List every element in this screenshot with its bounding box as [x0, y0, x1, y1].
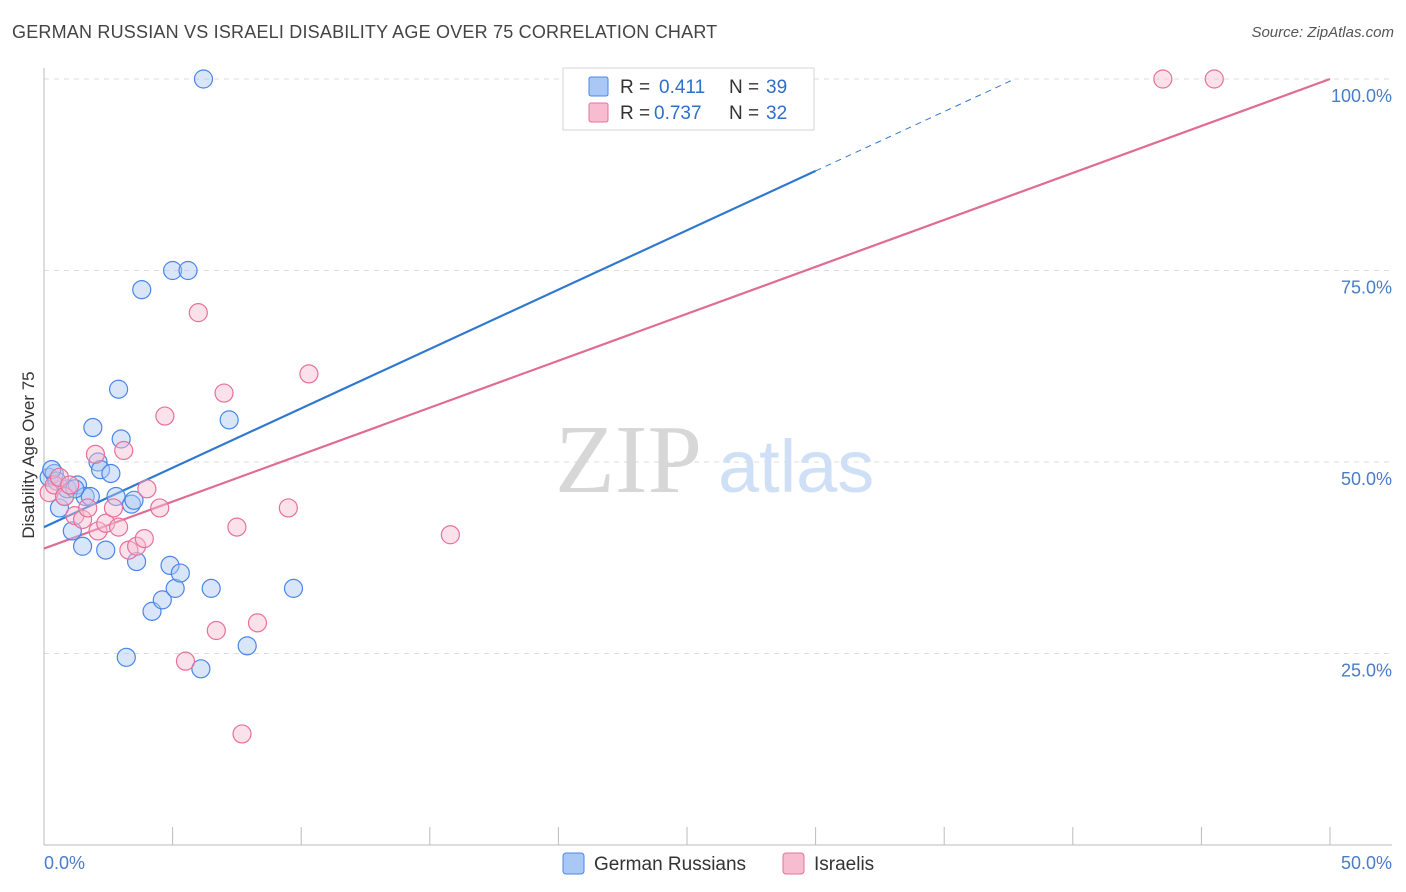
bottom-legend-swatch-blue — [562, 852, 585, 875]
israelis-point-20 — [175, 651, 196, 671]
legend-blue-n-label: N = — [729, 77, 759, 98]
german-russians-point-29 — [178, 260, 198, 281]
x-tick-label-min: 0.0% — [44, 853, 85, 873]
israelis-point-30 — [1153, 69, 1173, 89]
israelis-point-6 — [72, 509, 93, 530]
israelis-point-4 — [60, 475, 80, 495]
source-label: Source: ZipAtlas.com — [1251, 24, 1394, 41]
x-tick-label-max: 50.0% — [1341, 853, 1392, 873]
series-legend: German Russians Israelis — [562, 852, 874, 875]
german-russians-point-30 — [191, 659, 211, 679]
german-russians-point-37 — [106, 486, 126, 507]
german-russians-point-17 — [111, 429, 131, 449]
bottom-legend-swatch-pink — [782, 852, 805, 875]
israelis-point-19 — [155, 406, 175, 426]
israelis-point-21 — [188, 303, 208, 323]
german-russians-point-21 — [126, 551, 147, 572]
german-russians-point-8 — [72, 536, 93, 556]
israelis-point-16 — [134, 528, 154, 549]
israelis-point-13 — [114, 440, 134, 461]
german-russians-point-22 — [132, 280, 152, 300]
trend-line-extension — [815, 80, 1012, 172]
israelis-point-28 — [299, 364, 319, 384]
israelis-point-9 — [88, 521, 108, 541]
israelis-point-31 — [1204, 69, 1224, 89]
legend-pink-n-label: N = — [729, 103, 759, 124]
trend-layer — [43, 77, 1331, 550]
trend-line-israelis — [43, 77, 1331, 550]
german-russians-point-35 — [283, 578, 304, 598]
legend-pink-n-value: 32 — [766, 103, 787, 124]
correlation-legend: R = 0.411 N = 39 R = 0.737 N = 32 — [562, 67, 815, 131]
german-russians-point-9 — [75, 486, 95, 507]
israelis-point-17 — [137, 479, 157, 499]
german-russians-point-14 — [96, 540, 116, 560]
y-tick-label-50: 50.0% — [1341, 469, 1392, 489]
y-tick-labels: 25.0% 50.0% 75.0% 100.0% — [1331, 86, 1392, 681]
grid-layer — [44, 78, 1392, 654]
y-tick-label-100: 100.0% — [1331, 86, 1392, 106]
german-russians-point-33 — [219, 410, 239, 430]
german-russians-point-28 — [170, 563, 190, 583]
legend-swatch-pink — [588, 102, 609, 123]
watermark-atlas: atlas — [718, 425, 874, 508]
watermark-zip: ZIP — [555, 406, 702, 514]
legend-blue-n-value: 39 — [766, 77, 787, 98]
israelis-point-27 — [278, 498, 298, 518]
german-russians-point-25 — [160, 555, 180, 576]
israelis-point-7 — [78, 498, 98, 518]
israelis-point-3 — [54, 486, 75, 507]
israelis-point-24 — [227, 517, 247, 537]
german-russians-point-16 — [108, 379, 129, 399]
legend-pink-r-value: 0.737 — [654, 103, 702, 124]
legend-blue-r-label: R = — [620, 77, 650, 98]
y-tick-label-75: 75.0% — [1341, 278, 1392, 298]
german-russians-point-11 — [83, 417, 103, 438]
bottom-legend-israelis: Israelis — [814, 854, 874, 875]
israelis-point-15 — [126, 536, 147, 556]
israelis-point-12 — [108, 517, 129, 537]
israelis-point-29 — [440, 525, 460, 545]
bottom-legend-german-russians: German Russians — [594, 854, 746, 875]
german-russians-point-18 — [116, 647, 136, 667]
y-axis-label: Disability Age Over 75 — [19, 371, 38, 538]
israelis-point-25 — [232, 724, 252, 744]
german-russians-point-12 — [88, 452, 108, 472]
chart-title: GERMAN RUSSIAN VS ISRAELI DISABILITY AGE… — [12, 22, 718, 42]
israelis-point-23 — [214, 383, 234, 403]
israelis-point-22 — [206, 620, 226, 641]
german-russians-point-34 — [237, 636, 257, 656]
german-russians-point-15 — [101, 463, 121, 484]
german-russians-point-27 — [165, 578, 185, 598]
german-russians-point-31 — [193, 69, 214, 89]
german-russians-point-38 — [65, 479, 85, 499]
german-russians-point-13 — [90, 460, 111, 480]
german-russians-point-10 — [80, 486, 100, 507]
axes-layer — [43, 68, 1392, 846]
german-russians-point-26 — [163, 260, 183, 281]
trend-line-german-russians — [43, 169, 817, 529]
israelis-point-11 — [103, 498, 124, 518]
israelis-point-26 — [247, 613, 268, 633]
german-russians-point-20 — [124, 490, 144, 510]
german-russians-point-24 — [152, 590, 172, 610]
points-layer — [39, 69, 1224, 744]
german-russians-point-3 — [49, 498, 70, 518]
israelis-point-10 — [96, 513, 116, 533]
israelis-point-8 — [85, 444, 106, 464]
legend-swatch-blue — [588, 76, 609, 97]
legend-blue-r-value: 0.411 — [659, 77, 705, 98]
german-russians-point-32 — [201, 578, 221, 598]
legend-pink-r-label: R = — [620, 103, 650, 124]
israelis-point-2 — [49, 467, 70, 487]
y-tick-label-25: 25.0% — [1341, 661, 1392, 681]
german-russians-point-36 — [42, 460, 62, 480]
israelis-point-18 — [150, 498, 170, 518]
